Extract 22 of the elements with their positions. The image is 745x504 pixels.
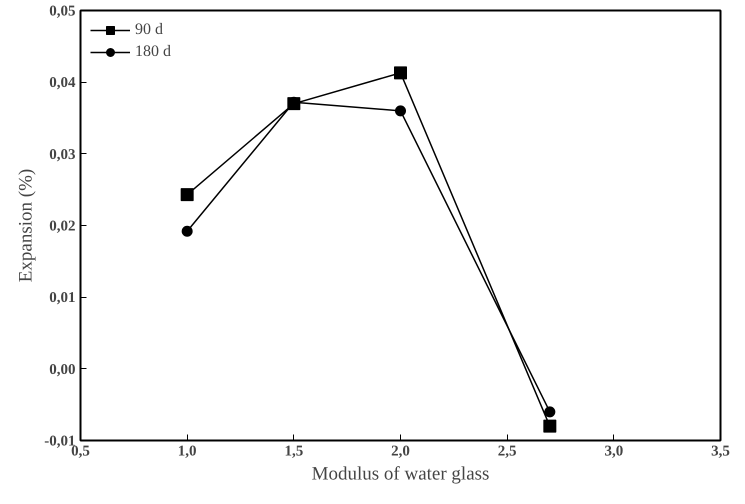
point bbox=[180, 188, 194, 202]
legend-label: 90 d bbox=[135, 21, 163, 39]
x-tick-label: 3,5 bbox=[711, 444, 730, 460]
x-tick-label: 1,0 bbox=[178, 444, 197, 460]
legend-label: 180 d bbox=[135, 43, 171, 61]
y-tick-label: 0,03 bbox=[49, 146, 76, 163]
y-tick-label: 0,04 bbox=[49, 75, 76, 92]
y-axis-title: Expansion (%) bbox=[15, 168, 36, 282]
x-tick-label: 1,5 bbox=[284, 444, 304, 460]
x-tick-label: 2,0 bbox=[391, 444, 410, 460]
x-tick-label: 2,5 bbox=[498, 444, 517, 460]
x-axis-title: Modulus of water glass bbox=[312, 464, 490, 484]
y-tick-label: 0,05 bbox=[49, 4, 76, 20]
point bbox=[182, 226, 193, 237]
y-tick-label: 0,01 bbox=[49, 290, 76, 306]
point bbox=[543, 420, 556, 433]
y-tick-label: 0,00 bbox=[49, 362, 76, 378]
x-tick-label: 3,0 bbox=[604, 444, 624, 460]
point bbox=[395, 105, 406, 116]
point bbox=[544, 406, 556, 418]
y-tick-label: 0,02 bbox=[49, 218, 76, 234]
point bbox=[394, 66, 407, 80]
